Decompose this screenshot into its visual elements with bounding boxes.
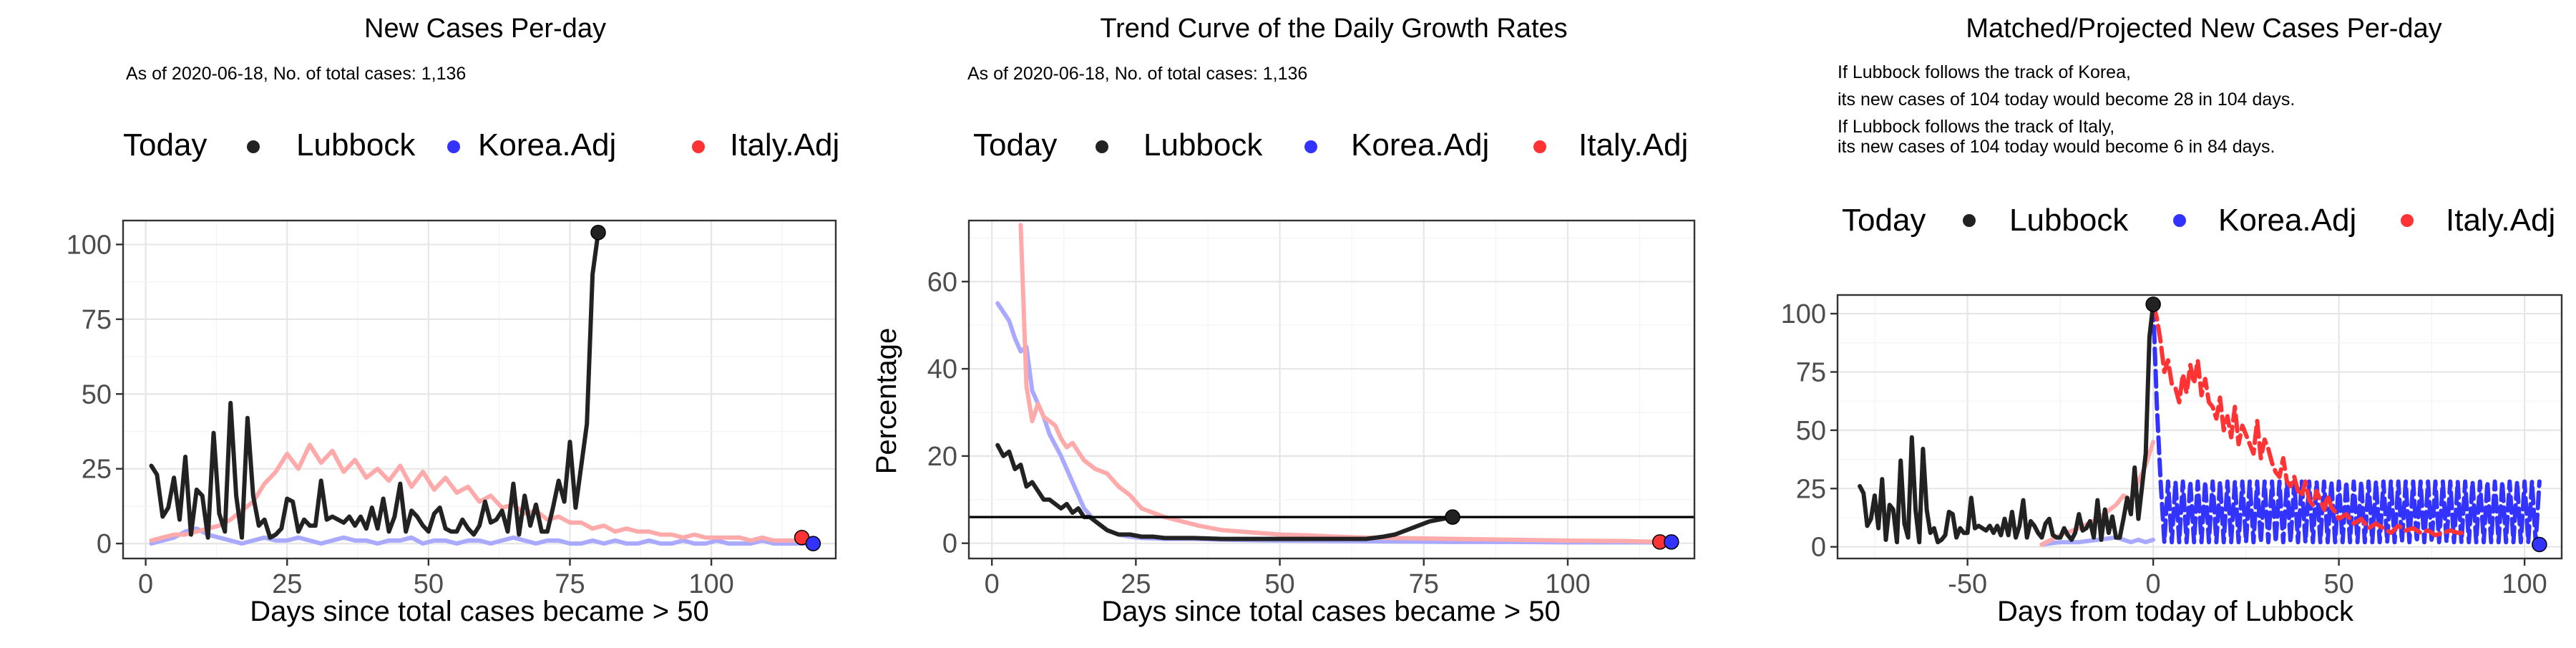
legend-marker (1533, 140, 1546, 153)
y-tick-label: 50 (1796, 416, 1826, 446)
x-tick-label: 0 (985, 569, 1000, 599)
chart-subtitle: its new cases of 104 today would become … (1838, 137, 2275, 157)
x-tick-label: 25 (272, 569, 302, 599)
series-line-lubbock (995, 443, 1455, 541)
chart-title: New Cases Per-day (364, 14, 606, 44)
y-tick-label: 20 (927, 442, 957, 472)
chart-subtitle: its new cases of 104 today would become … (1838, 90, 2295, 110)
legend-label-lubbock: Lubbock (1143, 127, 1263, 163)
y-tick-label: 50 (82, 379, 112, 410)
chart-subtitle: As of 2020-06-18, No. of total cases: 1,… (126, 64, 466, 84)
legend-title: Today (973, 127, 1057, 163)
legend-label-italy: Italy.Adj (2446, 203, 2555, 238)
x-tick-label: 100 (2502, 569, 2547, 599)
legend-title: Today (1842, 203, 1926, 238)
legend-label-korea: Korea.Adj (478, 127, 616, 163)
x-axis-label: Days since total cases became > 50 (250, 596, 708, 627)
legend-marker (692, 140, 705, 153)
x-tick-label: 75 (555, 569, 585, 599)
legend-title: Today (123, 127, 207, 163)
x-tick-label: 50 (2323, 569, 2353, 599)
y-tick-label: 0 (1811, 533, 1826, 563)
legend-label-lubbock: Lubbock (2009, 203, 2129, 238)
x-axis-label: Days from today of Lubbock (1997, 596, 2354, 627)
series-line-lubbock (149, 230, 600, 540)
y-tick-label: 100 (67, 230, 112, 260)
y-tick-label: 25 (1796, 474, 1826, 504)
x-tick-label: 50 (1264, 569, 1294, 599)
chart-panel: -50 0 50 100 0 25 50 75 100 (1781, 214, 2563, 599)
legend-marker (2401, 214, 2414, 227)
panel-border (122, 219, 837, 560)
panel-border (1836, 294, 2563, 560)
y-tick-label: 60 (927, 267, 957, 297)
y-tick-label: 75 (82, 305, 112, 335)
x-tick-label: 25 (1121, 569, 1151, 599)
x-axis-label: Days since total cases became > 50 (1101, 596, 1560, 627)
y-tick-label: 0 (942, 529, 957, 559)
legend-label-korea: Korea.Adj (2218, 203, 2356, 238)
endpoint-lubbock (590, 224, 606, 241)
x-tick-label: 100 (1545, 569, 1590, 599)
legend-marker (1096, 140, 1108, 153)
x-tick-label: -50 (1948, 569, 1987, 599)
legend-label-korea: Korea.Adj (1351, 127, 1489, 163)
legend-marker (2173, 214, 2186, 227)
chart-subtitle: As of 2020-06-18, No. of total cases: 1,… (967, 64, 1307, 84)
x-tick-label: 75 (1409, 569, 1439, 599)
y-tick-label: 100 (1781, 299, 1826, 329)
legend-label-italy: Italy.Adj (1579, 127, 1688, 163)
legend-marker (1304, 140, 1317, 153)
chart-title: Trend Curve of the Daily Growth Rates (1100, 14, 1567, 44)
panel-border (967, 219, 1696, 560)
chart-panel: 0 25 50 75 100 0 25 50 75 100 (67, 140, 837, 599)
endpoint-korea-adj (2532, 536, 2547, 553)
legend-label-italy: Italy.Adj (730, 127, 839, 163)
legend-label-lubbock: Lubbock (296, 127, 416, 163)
endpoint-korea-adj (805, 536, 821, 551)
chart-subtitle: If Lubbock follows the track of Korea, (1838, 62, 2131, 82)
series-group (149, 230, 816, 546)
chart-title: Matched/Projected New Cases Per-day (1966, 14, 2441, 44)
legend-marker (1963, 214, 1976, 227)
y-tick-label: 25 (82, 455, 112, 485)
series-line-korea-adj (2151, 302, 2542, 545)
x-tick-label: 100 (688, 569, 733, 599)
y-tick-label: 75 (1796, 357, 1826, 387)
series-line-italy-adj (149, 443, 804, 543)
series-group (1858, 302, 2542, 547)
chart-panel: 0 25 50 75 100 0 20 40 60 (927, 140, 1696, 599)
x-tick-label: 0 (138, 569, 153, 599)
legend-marker (447, 140, 460, 153)
endpoint-lubbock (2145, 296, 2161, 312)
series-line-italy-adj (2151, 302, 2468, 538)
legend-marker (247, 140, 260, 153)
x-tick-label: 50 (414, 569, 444, 599)
chart-subtitle: If Lubbock follows the track of Italy, (1838, 117, 2114, 137)
series-group (995, 223, 1674, 545)
y-tick-label: 40 (927, 354, 957, 385)
y-axis-label: Percentage (871, 328, 902, 475)
series-line-lubbock (1858, 302, 2156, 545)
endpoint-lubbock (1445, 509, 1460, 525)
series-line-korea-adj (149, 526, 816, 546)
y-tick-label: 0 (97, 529, 112, 559)
x-tick-label: 0 (2146, 569, 2161, 599)
endpoint-korea-adj (1664, 534, 1679, 550)
